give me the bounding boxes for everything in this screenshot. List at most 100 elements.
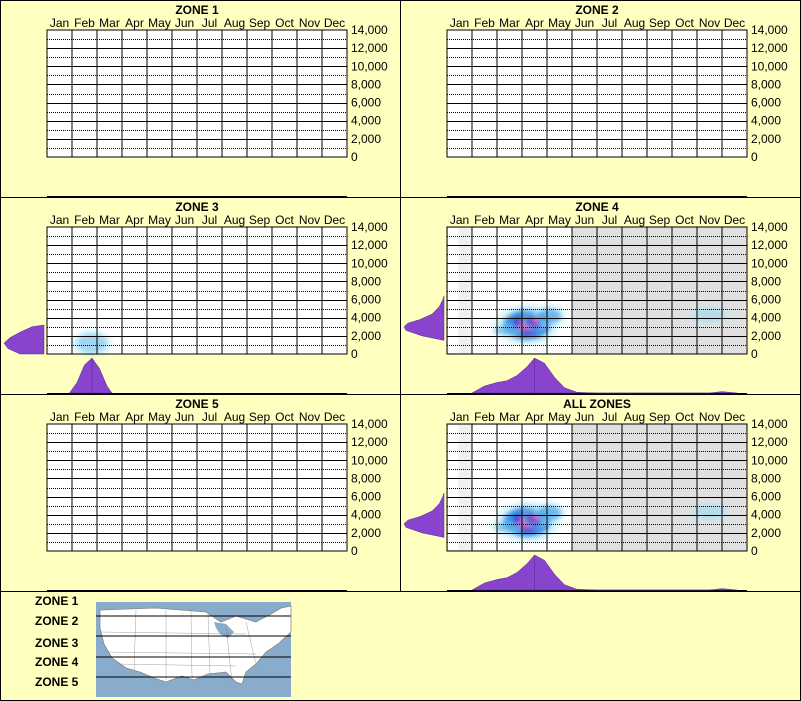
month-tick-label: Jun — [175, 410, 194, 424]
y-tick-label: 8,000 — [351, 274, 381, 288]
month-tick-label: Aug — [624, 410, 645, 424]
y-tick-label: 2,000 — [751, 132, 781, 146]
month-tick-label: Nov — [699, 16, 720, 30]
map-state-border — [133, 609, 137, 673]
month-tick-label: Jul — [602, 213, 617, 227]
month-tick-label: Apr — [125, 213, 144, 227]
month-tick-label: Feb — [474, 16, 495, 30]
jan-band-light — [458, 228, 472, 353]
legend-zone-label: ZONE 4 — [35, 655, 79, 669]
y-tick-label: 6,000 — [751, 293, 781, 307]
y-tick-label: 2,000 — [351, 132, 381, 146]
month-tick-label: Feb — [474, 213, 495, 227]
month-tick-label: Sep — [649, 16, 671, 30]
heat-cell-mid — [495, 523, 519, 532]
y-tick-label: 4,000 — [751, 311, 781, 325]
month-tick-label: Mar — [99, 213, 120, 227]
month-tick-label: Jun — [175, 213, 194, 227]
y-tick-label: 0 — [351, 150, 358, 164]
y-tick-label: 0 — [751, 150, 758, 164]
month-tick-label: Dec — [724, 213, 745, 227]
elevation-distribution — [403, 492, 445, 538]
month-tick-label: Apr — [525, 410, 544, 424]
plot-frame — [46, 423, 348, 552]
month-tick-label: Jun — [575, 16, 594, 30]
y-tick-label: 0 — [351, 544, 358, 558]
heatmap-layer — [72, 330, 112, 357]
month-tick-label: Mar — [499, 410, 520, 424]
y-tick-label: 14,000 — [751, 23, 788, 37]
y-tick-label: 4,000 — [351, 311, 381, 325]
y-tick-label: 14,000 — [351, 417, 388, 431]
month-tick-label: Jun — [175, 16, 194, 30]
y-tick-label: 2,000 — [751, 526, 781, 540]
heat-cell-mid — [77, 333, 107, 353]
legend-zone-label: ZONE 5 — [35, 675, 79, 689]
month-tick-label: Dec — [324, 410, 345, 424]
y-tick-label: 0 — [351, 347, 358, 361]
month-tick-label: Jun — [575, 213, 594, 227]
month-tick-label: Jan — [450, 213, 469, 227]
month-tick-label: Mar — [99, 16, 120, 30]
y-tick-label: 10,000 — [751, 256, 788, 270]
panel-title: ZONE 2 — [575, 3, 619, 17]
jan-band — [448, 228, 460, 353]
chart-panel: ZONE 3 Jan Feb Mar Apr May Jun Jul Aug Sep Oct Nov D… — [0, 197, 401, 395]
month-tick-label: Aug — [224, 410, 245, 424]
chart-panel: ZONE 4 Jan Feb Mar Apr May Jun Jul Aug Sep Oct Nov D… — [400, 197, 801, 395]
map-state-border — [225, 625, 233, 683]
y-tick-label: 14,000 — [351, 23, 388, 37]
month-tick-label: Feb — [74, 410, 95, 424]
heat-cell-mid — [694, 308, 725, 322]
y-tick-label: 4,000 — [751, 508, 781, 522]
y-tick-label: 0 — [751, 347, 758, 361]
month-tick-label: Jan — [50, 410, 69, 424]
y-tick-label: 14,000 — [751, 220, 788, 234]
jan-band-light — [458, 425, 472, 550]
month-tick-label: Jul — [602, 410, 617, 424]
month-tick-label: Dec — [324, 16, 345, 30]
month-tick-label: May — [548, 16, 571, 30]
panel-title: ZONE 5 — [175, 397, 219, 411]
y-tick-label: 6,000 — [351, 96, 381, 110]
month-tick-label: Jan — [50, 213, 69, 227]
month-tick-label: Apr — [525, 16, 544, 30]
month-tick-label: Dec — [724, 410, 745, 424]
month-distribution — [471, 357, 738, 394]
heat-cell-mid — [537, 505, 562, 521]
month-tick-label: Oct — [675, 16, 694, 30]
y-tick-label: 12,000 — [351, 41, 388, 55]
month-tick-label: Aug — [224, 213, 245, 227]
chart-panel: ZONE 5 Jan Feb Mar Apr May Jun Jul Aug Sep Oct Nov D… — [0, 394, 401, 592]
chart-panel: ZONE 2 Jan Feb Mar Apr May Jun Jul Aug Sep Oct Nov D… — [400, 0, 801, 198]
month-tick-label: Aug — [624, 213, 645, 227]
month-tick-label: Mar — [499, 213, 520, 227]
y-tick-label: 10,000 — [351, 59, 388, 73]
month-tick-label: Sep — [249, 16, 271, 30]
month-tick-label: Apr — [525, 213, 544, 227]
heat-cell-mid — [537, 308, 562, 324]
month-tick-label: Nov — [299, 213, 320, 227]
panel-title: ZONE 4 — [575, 200, 619, 214]
month-tick-label: Mar — [99, 410, 120, 424]
month-tick-label: Aug — [224, 16, 245, 30]
legend-zone-label: ZONE 3 — [35, 636, 79, 650]
legend-zone-label: ZONE 2 — [35, 614, 79, 628]
plot-frame — [46, 29, 348, 158]
month-tick-label: May — [148, 410, 171, 424]
y-tick-label: 10,000 — [751, 453, 788, 467]
month-tick-label: Nov — [699, 213, 720, 227]
heat-cell-mid — [495, 326, 519, 335]
chart-panel: ZONE 1 Jan Feb Mar Apr May Jun Jul Aug Sep Oct Nov D… — [0, 0, 401, 198]
month-tick-label: Jul — [202, 410, 217, 424]
month-tick-label: Sep — [649, 410, 671, 424]
y-tick-label: 12,000 — [351, 238, 388, 252]
y-tick-label: 14,000 — [351, 220, 388, 234]
y-tick-label: 8,000 — [351, 77, 381, 91]
month-tick-label: Nov — [299, 410, 320, 424]
y-tick-label: 4,000 — [751, 114, 781, 128]
map-state-border — [103, 651, 257, 655]
month-tick-label: May — [548, 410, 571, 424]
y-tick-label: 10,000 — [351, 453, 388, 467]
